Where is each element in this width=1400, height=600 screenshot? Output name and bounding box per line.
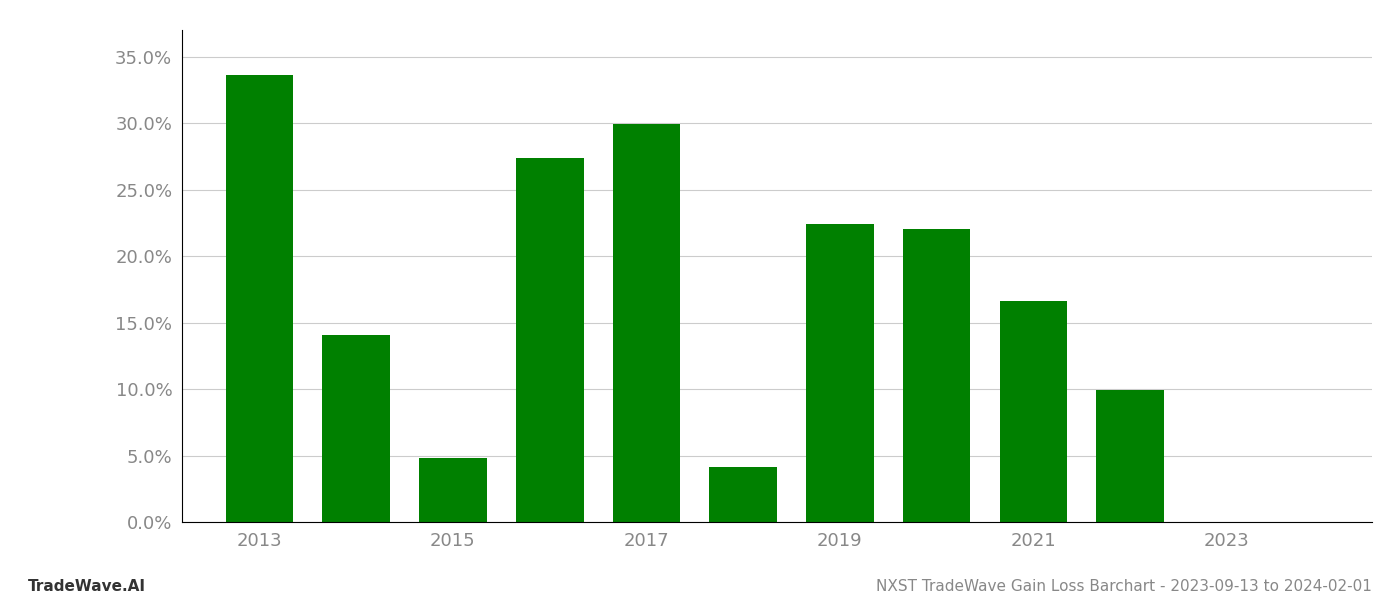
Bar — [322, 335, 391, 522]
Bar — [806, 224, 874, 522]
Bar — [613, 124, 680, 522]
Text: NXST TradeWave Gain Loss Barchart - 2023-09-13 to 2024-02-01: NXST TradeWave Gain Loss Barchart - 2023… — [876, 579, 1372, 594]
Bar — [419, 458, 487, 522]
Bar — [903, 229, 970, 522]
Bar — [225, 75, 293, 522]
Text: TradeWave.AI: TradeWave.AI — [28, 579, 146, 594]
Bar — [710, 467, 777, 522]
Bar — [1000, 301, 1067, 522]
Bar — [1096, 391, 1163, 522]
Bar — [515, 158, 584, 522]
